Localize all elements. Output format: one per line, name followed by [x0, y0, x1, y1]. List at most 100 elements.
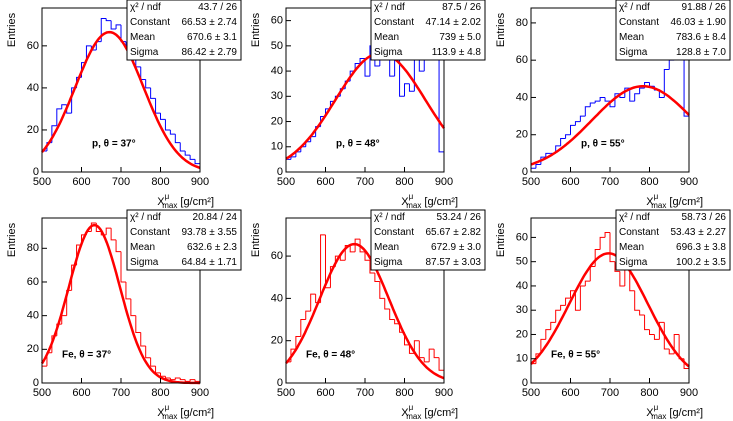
x-axis-label: Xμ max [g/cm²] — [646, 192, 703, 210]
x-tick-label: 500 — [277, 176, 295, 188]
y-tick-label: 0 — [277, 377, 283, 389]
histogram-bin — [579, 285, 586, 311]
histogram-bin — [658, 90, 665, 98]
histogram-bin — [530, 363, 536, 383]
stats-value: 632.6 ± 2.3 — [187, 242, 237, 253]
stats-name: χ² / ndf — [374, 2, 405, 13]
histogram-bin — [354, 238, 361, 252]
x-tick-label: 800 — [151, 176, 169, 188]
histogram-bin — [408, 344, 415, 354]
x-axis-label-sup: μ — [654, 403, 659, 412]
panel: 500 600 700 800 900 0 20 40 60 80 Xμ max [g/cm²] Ent… — [6, 209, 242, 421]
stats-value: 64.84 ± 1.71 — [181, 257, 237, 268]
histogram-bin — [649, 82, 655, 87]
y-tick-label: 0 — [522, 377, 528, 389]
y-tick-label: 50 — [516, 256, 528, 268]
stats-value: 53.43 ± 2.27 — [670, 227, 726, 238]
annotation: Fe, θ = 55° — [551, 350, 600, 361]
histogram-bin — [41, 150, 47, 172]
stats-box — [370, 209, 486, 271]
histogram-bin — [359, 239, 365, 253]
histogram-bin — [169, 377, 176, 381]
y-tick-label: 10 — [271, 141, 283, 153]
histogram-bin — [678, 334, 685, 360]
histogram-bin — [639, 310, 645, 316]
histogram-bin — [61, 104, 67, 109]
x-axis-label-sub: max — [651, 412, 666, 421]
x-tick-label: 700 — [356, 387, 374, 399]
histogram-bin — [408, 83, 415, 92]
stats-value: 670.6 ± 3.1 — [187, 32, 237, 43]
stats-value: 672.9 ± 3.0 — [431, 242, 481, 253]
histogram-bin — [560, 304, 566, 311]
histogram-bin — [663, 322, 670, 350]
annotation: Fe, θ = 37° — [62, 350, 111, 361]
histogram-bin — [310, 293, 316, 312]
y-axis-label: Entries — [6, 12, 18, 47]
x-tick-label: 800 — [640, 176, 658, 188]
histogram-bin — [668, 349, 675, 355]
fit-curve — [41, 30, 201, 170]
x-tick-label: 800 — [395, 387, 413, 399]
annotation: p, θ = 37° — [92, 139, 136, 150]
histogram-bin — [179, 142, 186, 152]
stats-name: Constant — [619, 227, 659, 238]
fit-curve — [530, 252, 690, 368]
histogram-bin — [105, 227, 112, 235]
histogram-bin — [184, 379, 191, 382]
histogram-bin — [574, 121, 581, 126]
x-axis-label-unit: [g/cm²] — [421, 407, 458, 419]
x-tick-label: 700 — [601, 387, 619, 399]
histogram-bin — [599, 96, 606, 102]
x-axis-label-base: X — [646, 196, 654, 208]
y-tick-label: 20 — [271, 115, 283, 127]
histogram-bin — [545, 329, 551, 340]
stats-value: 66.53 ± 2.74 — [181, 17, 237, 28]
annotation: p, θ = 48° — [336, 139, 380, 150]
x-axis-label-sub: max — [406, 201, 421, 210]
histogram-bin — [189, 379, 196, 382]
x-tick-label: 900 — [435, 176, 453, 188]
histogram-bin — [110, 20, 117, 30]
stats-name: Constant — [130, 17, 170, 28]
histogram-bin — [110, 228, 117, 241]
x-tick-label: 700 — [601, 176, 619, 188]
histogram-bin — [300, 319, 306, 337]
panel: 500 600 700 800 900 0 20 40 60 Xμ max [g/cm²] Entri… — [6, 0, 242, 210]
x-axis-label-sub: max — [406, 412, 421, 421]
x-tick-label: 500 — [277, 387, 295, 399]
stats-value: 93.78 ± 3.55 — [181, 227, 237, 238]
histogram-bin — [384, 298, 390, 310]
x-axis-label-unit: [g/cm²] — [666, 196, 703, 208]
histogram-bin — [145, 79, 151, 89]
histogram-bin — [349, 245, 356, 253]
histogram-bin — [423, 357, 430, 363]
histogram-bin — [100, 18, 107, 42]
x-tick-label: 500 — [522, 176, 540, 188]
x-tick-label: 500 — [522, 387, 540, 399]
x-axis-label-sup: μ — [409, 403, 414, 412]
histogram-bin — [85, 45, 92, 63]
histogram-bin — [673, 333, 680, 354]
stats-value: 87.5 / 26 — [442, 2, 481, 13]
x-axis-label-sup: μ — [165, 192, 170, 201]
histogram-bin — [164, 376, 171, 379]
stats-name: Constant — [619, 17, 659, 28]
histogram-bin — [619, 271, 625, 287]
x-axis-label-base: X — [401, 196, 409, 208]
stats-box — [615, 0, 731, 61]
stats-name: Mean — [619, 32, 644, 43]
stats-value: 128.8 ± 7.0 — [676, 47, 726, 58]
x-axis-label-base: X — [157, 196, 165, 208]
y-tick-label: 40 — [516, 91, 528, 103]
histogram-bin — [61, 315, 67, 325]
histogram-bin — [565, 297, 571, 306]
annotation: Fe, θ = 48° — [306, 350, 355, 361]
y-tick-label: 40 — [271, 292, 283, 304]
stats-name: Sigma — [374, 257, 403, 268]
histogram-bin — [604, 97, 610, 102]
histogram-bin — [399, 58, 405, 97]
histogram-bin — [599, 236, 606, 250]
histogram-bin — [614, 261, 620, 272]
x-tick-label: 700 — [112, 176, 130, 188]
